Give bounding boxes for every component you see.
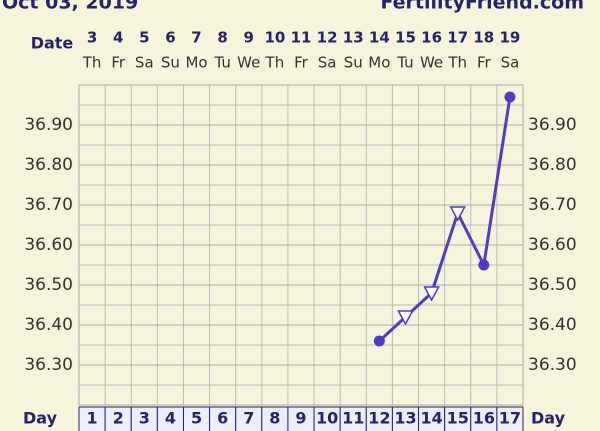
weekday-label: Tu [396,54,413,72]
y-tick-label: 36.40 [24,315,73,335]
y-tick-label-right: 36.90 [528,115,577,135]
x-tick-label: 13 [394,409,416,428]
x-tick-label: 15 [447,409,469,428]
date-label: Date [31,34,74,53]
date-label: 14 [369,29,390,47]
triangle-marker [397,310,414,326]
date-label: 5 [139,29,149,47]
weekday-label: Tu [213,54,230,72]
point-marker [373,335,385,347]
x-tick-label: 12 [368,409,390,428]
x-tick-label: 2 [113,409,124,428]
weekday-label: Th [82,54,102,72]
day-label: Day [531,409,566,428]
date-label: 3 [87,29,97,47]
y-tick-label: 36.50 [24,275,73,295]
y-tick-label: 36.70 [24,195,73,215]
y-tick-label-right: 36.60 [528,235,577,255]
date-label: 13 [343,29,364,47]
day-label: Day [23,409,58,428]
weekday-label: Mo [368,54,390,72]
weekday-label: Su [344,54,363,72]
weekday-label: Sa [501,54,520,72]
day-cell [313,406,341,431]
date-label: 7 [191,29,201,47]
date-label: 18 [473,29,494,47]
x-tick-label: 11 [342,409,364,428]
day-cell [156,406,184,431]
date-label: 12 [317,29,338,47]
temperature-line [378,96,512,343]
y-tick-label-right: 36.80 [528,155,577,175]
y-tick-label-right: 36.70 [528,195,577,215]
day-cell [78,406,106,431]
weekday-label: Sa [318,54,337,72]
point-marker [504,91,516,103]
x-tick-label: 8 [269,409,280,428]
weekday-label: Su [161,54,180,72]
triangle-marker [423,286,440,302]
day-cell [444,406,472,431]
date-label: 15 [395,29,416,47]
weekday-label: Fr [111,54,126,72]
x-tick-label: 17 [499,409,521,428]
point-marker [478,259,490,271]
x-tick-label: 7 [243,409,254,428]
x-tick-label: 16 [473,409,495,428]
y-tick-label: 36.90 [24,115,73,135]
triangle-marker [449,206,466,222]
chart-title: Oct 03, 2019 [2,0,138,14]
y-tick-label-right: 36.40 [528,315,577,335]
source[interactable]: FertilityFriend.com [380,0,584,14]
x-tick-label: 1 [86,409,97,428]
y-tick-label: 36.60 [24,235,73,255]
x-tick-label: 9 [295,409,306,428]
date-label: 16 [421,29,442,47]
date-label: 6 [165,29,175,47]
weekday-label: Th [265,54,285,72]
weekday-label: Fr [294,54,309,72]
weekday-label: Mo [185,54,207,72]
y-tick-label-right: 36.30 [528,355,577,375]
weekday-label: We [237,54,260,72]
x-tick-label: 10 [316,409,338,428]
x-tick-label: 3 [139,409,150,428]
date-label: 10 [264,29,285,47]
x-tick-label: 4 [165,409,176,428]
day-cell [104,406,132,431]
day-cell [287,406,315,431]
y-tick-label: 36.30 [24,355,73,375]
weekday-label: We [420,54,443,72]
weekday-label: Fr [477,54,492,72]
date-label: 4 [113,29,123,47]
y-tick-label: 36.80 [24,155,73,175]
y-tick-label-right: 36.50 [528,275,577,295]
date-label: 8 [217,29,227,47]
x-tick-label: 5 [191,409,202,428]
day-cell [418,406,446,431]
date-label: 17 [447,29,468,47]
date-label: 19 [500,29,521,47]
day-cell [496,406,524,431]
day-cell [391,406,420,431]
day-cell [235,406,263,431]
x-tick-label: 14 [420,409,442,428]
weekday-label: Th [447,54,467,72]
date-label: 9 [244,29,254,47]
date-label: 11 [291,29,312,47]
x-tick-label: 6 [217,409,228,428]
weekday-label: Sa [135,54,154,72]
